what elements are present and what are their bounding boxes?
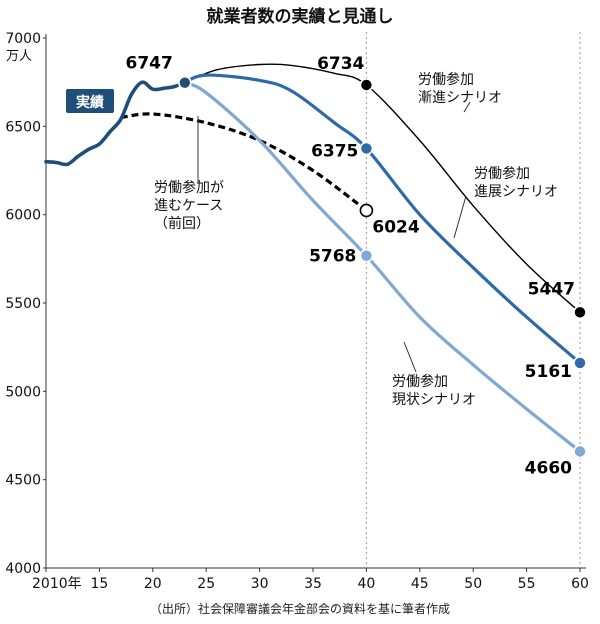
y-tick-label-5500: 5500 <box>5 296 41 312</box>
series-lines <box>44 63 582 453</box>
series-labels: 労働参加漸進シナリオ労働参加進展シナリオ労働参加が進むケース（前回）労働参加現状… <box>154 71 558 408</box>
y-tick-label-4000: 4000 <box>5 561 41 577</box>
data-label-2040-6734: 6734 <box>317 54 364 74</box>
source-note: （出所）社会保障審議会年金部会の資料を基に筆者作成 <box>150 601 450 616</box>
label-leader-lines <box>197 101 471 373</box>
series-label-2-line-2: （前回） <box>154 215 210 232</box>
y-axis-unit: 万人 <box>6 49 32 64</box>
series-line-3 <box>183 73 582 365</box>
series-label-leader-3 <box>403 341 417 373</box>
chart-title: 就業者数の実績と見通し <box>207 6 394 27</box>
data-label-2060-5161: 5161 <box>525 362 572 382</box>
x-tick-label-2055: 55 <box>518 576 536 592</box>
series-line-4 <box>183 81 582 453</box>
series-label-3-line-0: 労働参加 <box>392 373 448 390</box>
marker-2060-5161 <box>573 356 587 370</box>
series-label-1-line-1: 進展シナリオ <box>474 184 558 200</box>
actual-badge-bg <box>66 89 114 113</box>
x-tick-label-2025: 25 <box>197 576 215 592</box>
x-tick-label-2035: 35 <box>304 576 322 592</box>
x-axis-ticks: 2010年 15 20 25 30 35 40 45 50 55 60 <box>32 568 589 592</box>
y-tick-label-6500: 6500 <box>5 119 41 135</box>
series-line-0 <box>44 80 187 167</box>
data-label-2040-6375: 6375 <box>311 141 358 161</box>
actual-badge: 実績 <box>66 89 114 113</box>
x-tick-label-2045: 45 <box>411 576 429 592</box>
series-label-leader-1 <box>453 195 467 239</box>
x-tick-label-2050: 50 <box>464 576 482 592</box>
marker-2040-5768 <box>359 248 374 263</box>
x-tick-label-2040: 40 <box>357 576 375 592</box>
marker-2040-6375 <box>359 141 374 156</box>
reference-lines <box>365 32 581 568</box>
series-label-0-line-0: 労働参加 <box>418 71 474 88</box>
marker-2040-6024 <box>359 203 374 218</box>
data-label-2060-4660: 4660 <box>525 458 572 478</box>
axes <box>45 34 586 569</box>
x-tick-label-2060: 60 <box>571 576 589 592</box>
series-label-3-line-1: 現状シナリオ <box>392 392 476 408</box>
actual-badge-label: 実績 <box>76 94 104 111</box>
y-tick-label-6000: 6000 <box>5 208 41 224</box>
x-tick-label-2020: 20 <box>144 576 162 592</box>
marker-2023-6747 <box>178 75 192 90</box>
y-tick-label-7000: 7000 <box>5 31 41 47</box>
series-label-0-line-1: 漸進シナリオ <box>418 90 502 106</box>
data-label-2023-6747: 6747 <box>126 54 173 74</box>
data-label-2040-5768: 5768 <box>309 247 356 267</box>
series-label-leader-0 <box>463 101 471 113</box>
marker-2060-5447 <box>573 305 587 320</box>
data-label-2060-5447: 5447 <box>528 279 575 299</box>
data-labels: 6747 6734 6375 6024 5768 5447 5161 4660 <box>126 54 575 479</box>
x-tick-label-2015: 15 <box>90 576 108 592</box>
y-tick-label-5000: 5000 <box>5 384 41 400</box>
y-axis-ticks: 4000 4500 5000 5500 6000 6500 7000 <box>5 31 46 577</box>
data-markers <box>178 75 587 459</box>
series-label-1-line-0: 労働参加 <box>474 165 530 182</box>
series-line-2 <box>184 63 581 314</box>
marker-2040-6734 <box>359 78 374 92</box>
series-label-2-line-0: 労働参加が <box>154 179 224 196</box>
marker-2060-4660 <box>573 444 587 459</box>
x-tick-label-2030: 30 <box>251 576 269 592</box>
series-label-2-line-1: 進むケース <box>154 198 223 214</box>
y-tick-label-4500: 4500 <box>5 473 41 489</box>
x-tick-label-2010: 2010年 <box>32 576 82 592</box>
data-label-2040-6024: 6024 <box>372 217 419 237</box>
